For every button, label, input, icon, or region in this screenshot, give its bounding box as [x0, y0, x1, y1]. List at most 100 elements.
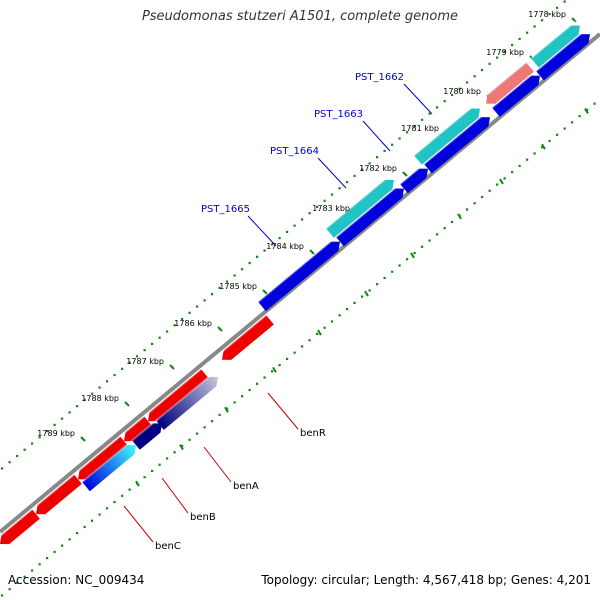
- feature-cds-4[interactable]: [399, 163, 432, 194]
- feature-rev-6-shape: [0, 509, 40, 545]
- inner-dot: [503, 177, 506, 180]
- inner-dot: [143, 476, 146, 479]
- inner-dot: [61, 544, 64, 547]
- feature-cds-5[interactable]: [335, 183, 408, 247]
- inner-dot: [316, 332, 319, 336]
- inner-tick-mark: [541, 143, 546, 150]
- feature-rna-2-highlight: [481, 61, 527, 100]
- outer-dot: [548, 12, 551, 16]
- feature-rev-3[interactable]: [119, 415, 152, 446]
- outer-dot: [128, 361, 131, 364]
- outer-dot: [346, 180, 349, 184]
- inner-dot: [196, 432, 199, 435]
- outer-dot: [143, 349, 146, 352]
- gene-leader: [123, 505, 154, 543]
- feature-cds-6[interactable]: [257, 236, 344, 312]
- feature-cds-1-highlight: [535, 28, 587, 72]
- outer-dot: [188, 311, 191, 314]
- outer-dot: [451, 93, 454, 97]
- outer-dot: [8, 461, 11, 464]
- tick-mark: [402, 171, 408, 177]
- feature-cds-1[interactable]: [535, 28, 594, 81]
- locus-leader: [317, 157, 347, 189]
- feature-rev-2-shape: [148, 369, 209, 422]
- inner-dot: [383, 276, 386, 280]
- feature-rev-5-highlight: [31, 473, 75, 511]
- inner-dot: [1, 594, 4, 597]
- outer-dot: [436, 106, 439, 109]
- feature-rna-3[interactable]: [413, 103, 484, 165]
- feature-rev-4[interactable]: [73, 435, 128, 483]
- feature-rev-3-shape: [124, 416, 152, 442]
- outer-dot: [353, 174, 356, 177]
- label-leader-lines: [123, 83, 433, 543]
- outer-tick-dots: [1, 0, 566, 470]
- inner-dot: [353, 301, 356, 304]
- inner-dot: [368, 289, 371, 292]
- outer-dot: [68, 411, 71, 414]
- tick-mark: [571, 17, 577, 23]
- feature-cds-4-highlight: [399, 163, 425, 185]
- feature-rna-4[interactable]: [325, 174, 398, 238]
- inner-dot: [166, 457, 169, 460]
- feature-benC[interactable]: [81, 439, 140, 492]
- inner-dot: [533, 152, 536, 155]
- feature-rev-1[interactable]: [217, 314, 274, 364]
- inner-dot: [173, 451, 176, 454]
- tick-label: 1789 kbp: [37, 429, 75, 438]
- outer-dot: [428, 112, 431, 115]
- accession-text: Accession: NC_009434: [8, 573, 145, 587]
- tick-label: 1782 kbp: [359, 164, 397, 173]
- feature-rna-1[interactable]: [530, 20, 584, 68]
- outer-dot: [23, 448, 26, 451]
- feature-benB[interactable]: [131, 418, 166, 450]
- tick-label: 1785 kbp: [219, 282, 257, 291]
- outer-dot: [46, 429, 49, 433]
- locus-leader: [247, 215, 277, 247]
- feature-rna-2[interactable]: [481, 61, 534, 108]
- feature-rna-4-highlight: [325, 174, 391, 230]
- inner-dot: [263, 376, 266, 379]
- gene-label: benC: [155, 541, 181, 552]
- outer-dot: [136, 355, 139, 358]
- inner-dot: [541, 146, 544, 149]
- feature-rev-5[interactable]: [31, 473, 82, 519]
- outer-dot: [488, 62, 491, 65]
- inner-dot: [23, 575, 26, 578]
- inner-dot: [278, 364, 281, 367]
- feature-cds-3[interactable]: [423, 111, 494, 174]
- outer-dot: [98, 386, 101, 389]
- inner-dot: [91, 519, 94, 522]
- inner-dot: [466, 208, 469, 211]
- locus-leader: [362, 120, 391, 152]
- outer-dot: [203, 299, 206, 302]
- gene-features[interactable]: [0, 20, 594, 549]
- inner-dot: [443, 227, 446, 230]
- inner-tick-mark: [499, 178, 504, 185]
- feature-rev-2[interactable]: [143, 368, 209, 426]
- tick-mark: [262, 289, 268, 295]
- feature-benA[interactable]: [155, 371, 222, 430]
- outer-dot: [376, 156, 379, 159]
- inner-dot: [571, 121, 574, 124]
- outer-dot: [481, 68, 484, 72]
- inner-dot: [286, 357, 289, 360]
- feature-rev-6[interactable]: [0, 508, 40, 549]
- outer-dot: [91, 392, 94, 395]
- outer-dot: [518, 37, 521, 41]
- feature-benC-shape: [82, 444, 136, 492]
- feature-rna-2-shape: [486, 62, 534, 104]
- feature-cds-6-shape: [258, 241, 341, 312]
- outer-dot: [196, 305, 199, 308]
- outer-dot: [278, 237, 281, 240]
- gene-label: benB: [190, 512, 216, 523]
- inner-dot: [31, 569, 34, 572]
- outer-dot: [338, 187, 341, 190]
- genome-title: Pseudomonas stutzeri A1501, complete gen…: [141, 9, 459, 24]
- locus-leader: [403, 83, 433, 115]
- outer-dot: [173, 324, 176, 327]
- outer-dot: [113, 373, 116, 377]
- feature-cds-2[interactable]: [491, 70, 544, 117]
